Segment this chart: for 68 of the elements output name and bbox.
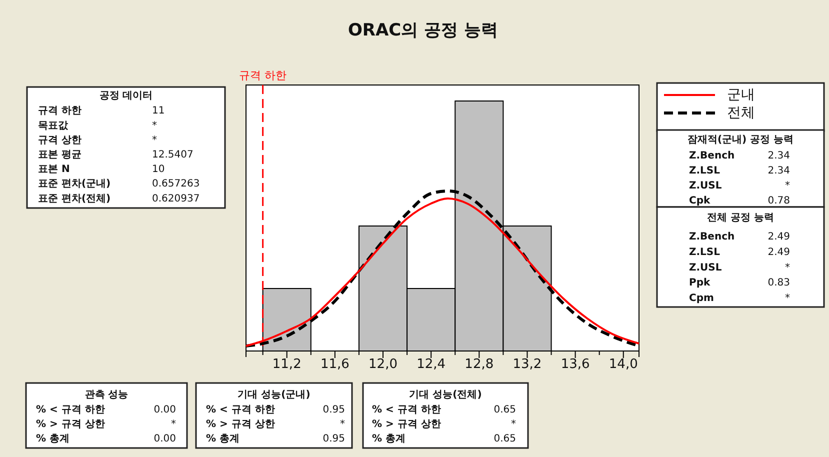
text: *	[171, 419, 176, 430]
text: % > 규격 상한	[36, 419, 105, 430]
text: 0.65	[494, 434, 516, 445]
text: 0.95	[322, 404, 345, 416]
text: 규격 상한	[38, 134, 82, 146]
text: 0.00	[154, 404, 176, 416]
text: 0.78	[768, 196, 790, 207]
text: *	[785, 262, 790, 274]
text: % > 규격 상한	[206, 419, 275, 430]
text: 12.5407	[152, 150, 194, 161]
text: Z.USL	[689, 262, 722, 274]
text: 관측 성능	[84, 390, 128, 401]
text: 0.95	[322, 434, 345, 445]
legend-label: 전체	[727, 104, 755, 121]
text: 표본 평균	[38, 150, 82, 161]
text: Ppk	[689, 278, 710, 289]
text: *	[785, 180, 790, 192]
text: 0.83	[768, 278, 790, 289]
text: 0.620937	[152, 193, 200, 204]
text: % < 규격 하한	[36, 404, 105, 416]
text: 2.34	[768, 150, 790, 162]
text: % < 규격 하한	[372, 404, 441, 416]
text: 기대 성능(군내)	[238, 390, 310, 401]
text: 0.657263	[152, 178, 200, 190]
text: 0.65	[494, 404, 516, 416]
text: *	[785, 292, 790, 304]
text: *	[152, 134, 157, 146]
text: 0.00	[154, 434, 176, 445]
text: 표준 편차(전체)	[38, 193, 111, 204]
text: 표준 편차(군내)	[38, 178, 111, 190]
x-tick-label: 13,2	[512, 357, 542, 372]
text: 10	[152, 164, 165, 176]
text: 전체 공정 능력	[707, 212, 774, 224]
x-tick-label: 11,2	[272, 357, 302, 372]
text: Z.Bench	[689, 150, 735, 162]
text: Cpm	[689, 292, 714, 304]
text: % 총계	[372, 434, 406, 445]
x-tick-label: 13,6	[560, 357, 590, 372]
text: 표본 N	[38, 164, 70, 176]
text: *	[152, 120, 157, 132]
text: % > 규격 상한	[372, 419, 441, 430]
text: % 총계	[206, 434, 240, 445]
text: 2.49	[768, 247, 790, 258]
x-tick-label: 12,0	[368, 357, 398, 372]
text: Z.Bench	[689, 232, 735, 243]
text: 2.49	[768, 232, 790, 243]
text: % 총계	[36, 434, 70, 445]
text: 잠재적(군내) 공정 능력	[687, 134, 794, 146]
text: 목표값	[38, 120, 69, 132]
text: 기대 성능(전체)	[409, 390, 482, 401]
x-tick-label: 12,8	[464, 357, 494, 372]
legend-label: 군내	[727, 86, 755, 103]
text: 11	[152, 106, 165, 117]
x-tick-label: 11,6	[320, 357, 350, 372]
text: Z.LSL	[689, 166, 721, 177]
text: % < 규격 하한	[206, 404, 275, 416]
text: 규격 하한	[38, 106, 82, 117]
ref-line-label: 규격 하한	[239, 69, 287, 82]
text: 2.34	[768, 166, 790, 177]
text: Cpk	[689, 196, 710, 207]
text: Z.USL	[689, 180, 722, 192]
text: *	[511, 419, 516, 430]
chart-title: ORAC의 공정 능력	[348, 20, 498, 41]
text: 공정 데이터	[99, 90, 153, 102]
x-tick-label: 12,4	[416, 357, 446, 372]
x-tick-label: 14,0	[608, 357, 638, 372]
text: Z.LSL	[689, 247, 721, 258]
text: *	[340, 419, 345, 430]
